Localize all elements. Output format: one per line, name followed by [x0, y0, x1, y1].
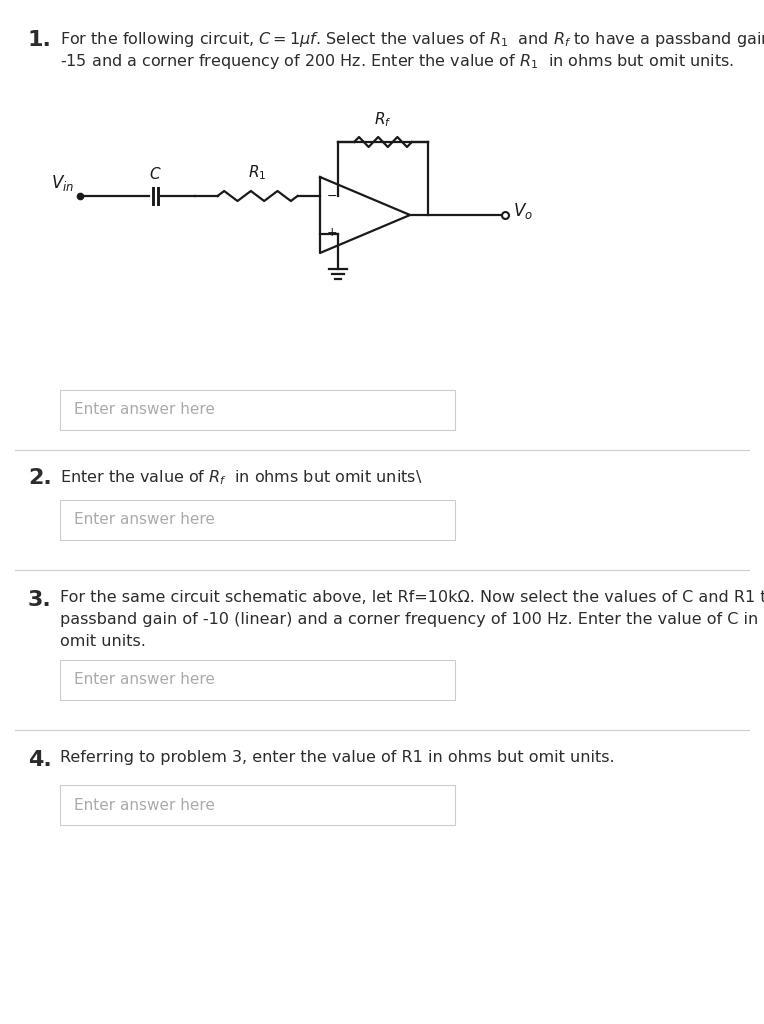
Text: 2.: 2.	[28, 468, 52, 488]
Text: $V_{in}$: $V_{in}$	[51, 173, 74, 193]
Bar	[60, 500, 455, 540]
Text: Enter the value of $R_f$  in ohms but omit units\: Enter the value of $R_f$ in ohms but omi…	[60, 468, 422, 486]
Text: 1.: 1.	[28, 30, 52, 50]
Text: −: −	[327, 189, 338, 203]
Text: Enter answer here: Enter answer here	[74, 512, 215, 527]
Text: $R_1$: $R_1$	[248, 163, 267, 182]
Text: passband gain of -10 (linear) and a corner frequency of 100 Hz. Enter the value : passband gain of -10 (linear) and a corn…	[60, 612, 764, 627]
Text: 4.: 4.	[28, 750, 52, 770]
Bar	[60, 785, 455, 825]
Bar	[60, 660, 455, 700]
Text: -15 and a corner frequency of 200 Hz. Enter the value of $R_1$  in ohms but omit: -15 and a corner frequency of 200 Hz. En…	[60, 52, 734, 71]
Text: Referring to problem 3, enter the value of R1 in ohms but omit units.: Referring to problem 3, enter the value …	[60, 750, 614, 765]
Text: 3.: 3.	[28, 590, 52, 610]
Text: omit units.: omit units.	[60, 634, 146, 649]
Text: $V_o$: $V_o$	[513, 201, 533, 221]
Text: +: +	[327, 225, 338, 239]
Text: $R_f$: $R_f$	[374, 111, 392, 129]
Text: Enter answer here: Enter answer here	[74, 673, 215, 687]
Text: Enter answer here: Enter answer here	[74, 402, 215, 418]
Text: Enter answer here: Enter answer here	[74, 798, 215, 812]
Bar	[60, 390, 455, 430]
Text: C: C	[150, 167, 160, 182]
Text: For the following circuit, $C = 1\mu f$. Select the values of $R_1$  and $R_f$ t: For the following circuit, $C = 1\mu f$.…	[60, 30, 764, 49]
Text: For the same circuit schematic above, let Rf=10kΩ. Now select the values of C an: For the same circuit schematic above, le…	[60, 590, 764, 605]
